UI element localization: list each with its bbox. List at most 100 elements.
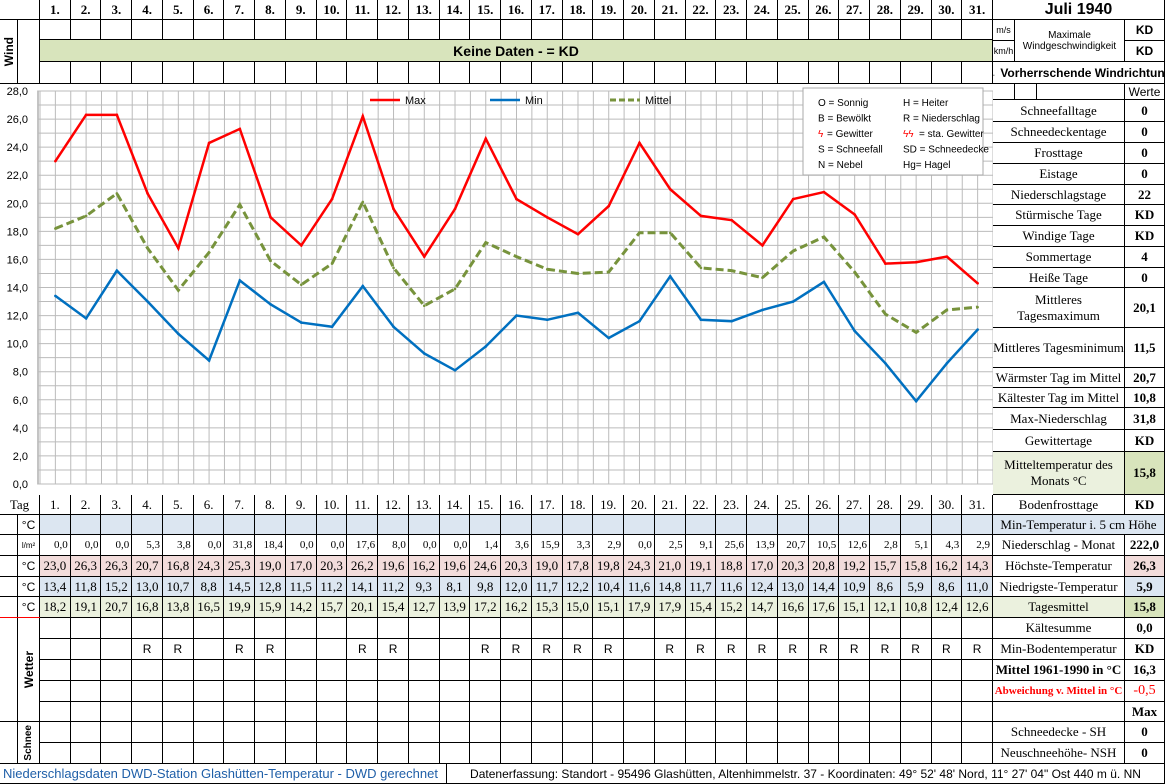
weather-cell	[162, 681, 194, 702]
weather-cell	[347, 702, 379, 722]
weather-cell	[501, 681, 532, 702]
snow-cell	[316, 722, 348, 743]
precip-value: 12,6	[839, 535, 871, 556]
day-header: 1.	[40, 0, 71, 20]
mean-value: 16,5	[193, 597, 225, 618]
max-value: 20,3	[501, 556, 532, 577]
snow-cell	[40, 743, 71, 764]
data-point	[545, 267, 549, 271]
mean-value: 15,1	[839, 597, 871, 618]
weather-cell	[285, 660, 317, 681]
weather-cell	[562, 660, 594, 681]
snow-cell	[962, 722, 993, 743]
mean-value: 13,9	[439, 597, 471, 618]
data-point	[576, 311, 580, 315]
weather-cell	[408, 660, 440, 681]
weather-cell	[162, 660, 194, 681]
stat-label: Mittel 1961-1990 in °C	[993, 660, 1125, 681]
wind-cell	[439, 20, 471, 40]
snow-cell	[593, 743, 625, 764]
data-point	[945, 361, 949, 365]
weather-cell	[347, 660, 379, 681]
stat-label: Niedrigste-Temperatur	[993, 577, 1125, 597]
max-value: 16,2	[931, 556, 963, 577]
day-header: 27.	[839, 0, 871, 20]
ground-temp-cell	[132, 515, 163, 535]
ground-temp-cell	[716, 515, 748, 535]
stat-label: Mitteltemperatur des Monats °C	[993, 452, 1125, 495]
min-value: 8,6	[931, 577, 963, 597]
snow-cell	[624, 743, 655, 764]
blank	[993, 84, 1015, 100]
weather-cell	[562, 618, 594, 639]
weather-cell	[101, 681, 133, 702]
weather-cell	[501, 702, 532, 722]
stat-value: KD	[1125, 430, 1165, 452]
mean-value: 15,0	[562, 597, 594, 618]
precip-value: 0,0	[193, 535, 225, 556]
precip-value: 8,0	[378, 535, 409, 556]
stat-value: 0	[1125, 743, 1165, 764]
max-value: 20,3	[316, 556, 348, 577]
data-point	[914, 331, 918, 334]
stat-label: Mittleres Tagesminimum	[993, 328, 1125, 368]
legend-code: = sta. Gewitter	[919, 129, 984, 140]
day-header: 30.	[931, 0, 963, 20]
snow-cell	[408, 722, 440, 743]
wind-cell	[624, 20, 655, 40]
min-value: 10,9	[839, 577, 871, 597]
data-point	[853, 329, 856, 333]
snow-cell	[900, 743, 932, 764]
data-point	[791, 300, 795, 303]
weather-cell	[162, 618, 194, 639]
day-header: 25.	[777, 0, 809, 20]
max-value: 19,0	[255, 556, 286, 577]
weather-cell	[193, 639, 225, 660]
mean-value: 15,1	[593, 597, 625, 618]
day-header: 19.	[593, 0, 625, 20]
min-value: 13,0	[132, 577, 163, 597]
wind-cell	[101, 20, 133, 40]
weather-cell	[685, 618, 717, 639]
weather-cell	[408, 639, 440, 660]
snow-cell	[439, 743, 471, 764]
stat-value: KD	[1125, 495, 1165, 515]
weather-cell: R	[839, 639, 871, 660]
stat-label: Tagesmittel	[993, 597, 1125, 618]
wind-cell	[224, 62, 256, 84]
day-label: 9.	[285, 495, 317, 515]
data-point	[207, 251, 211, 254]
snow-cell	[562, 743, 594, 764]
weather-cell	[316, 681, 348, 702]
wind-cell	[501, 62, 532, 84]
day-header: 13.	[408, 0, 440, 20]
weather-cell	[962, 681, 993, 702]
day-header: 23.	[716, 0, 748, 20]
wind-cell	[40, 20, 71, 40]
weather-cell	[870, 702, 901, 722]
data-point	[945, 308, 949, 312]
data-point	[607, 336, 611, 340]
legend-code: H = Heiter	[903, 98, 949, 109]
y-tick-label: 28,0	[7, 86, 28, 98]
wind-cell	[316, 20, 348, 40]
data-point	[115, 269, 119, 272]
data-point	[638, 141, 641, 145]
precip-value: 9,1	[685, 535, 717, 556]
data-point	[392, 266, 395, 270]
max-wind-label: Maximale Windgeschwindigkeit	[1015, 20, 1125, 62]
weather-cell: R	[716, 639, 748, 660]
max-value: 21,0	[654, 556, 686, 577]
snow-cell	[378, 743, 409, 764]
wind-cell	[900, 20, 932, 40]
snow-cell	[285, 722, 317, 743]
snow-cell	[378, 722, 409, 743]
weather-cell: R	[654, 639, 686, 660]
data-point	[822, 280, 826, 284]
ground-temp-cell	[654, 515, 686, 535]
max-value: 20,8	[808, 556, 840, 577]
legend-code: O = Sonnig	[818, 98, 868, 109]
stat-value: 4	[1125, 247, 1165, 268]
legend-label: Max	[405, 95, 426, 107]
ground-temp-cell	[378, 515, 409, 535]
